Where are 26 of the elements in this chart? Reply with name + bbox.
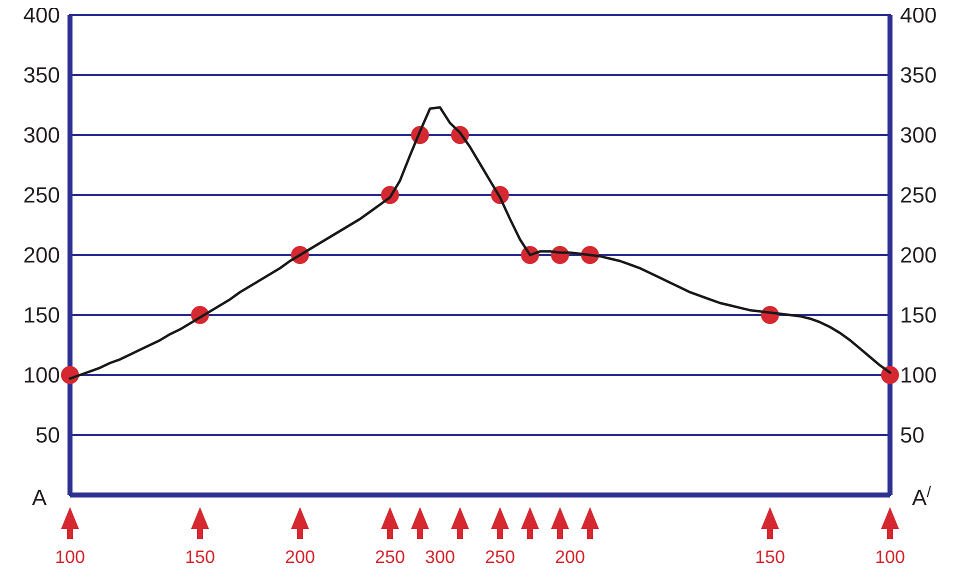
- y-tick-label: 350: [23, 62, 60, 88]
- x-tick-label: 100: [54, 547, 86, 567]
- y2-tick-label: 200: [900, 242, 937, 268]
- text: A: [32, 485, 47, 510]
- y2-tick-label: 300: [900, 122, 937, 148]
- y2-tick-label: 50: [900, 422, 924, 448]
- y-tick-label: 200: [23, 242, 60, 268]
- y-tick-label: 300: [23, 122, 60, 148]
- x-tick-label: 150: [754, 547, 786, 567]
- y2-tick-label: 350: [900, 62, 937, 88]
- y-tick-label: 250: [23, 182, 60, 208]
- x-tick-label: 200: [284, 547, 316, 567]
- y2-tick-label: 250: [900, 182, 937, 208]
- x-tick-label: 300: [424, 547, 456, 567]
- y-tick-label: 100: [23, 362, 60, 388]
- y-tick-label: 150: [23, 302, 60, 328]
- x-tick-label: 150: [184, 547, 216, 567]
- y2-tick-label: 100: [900, 362, 937, 388]
- point: [881, 366, 899, 384]
- x-tick-label: 200: [554, 547, 586, 567]
- text: A$^{/}$: [912, 484, 932, 510]
- x-tick-label: 250: [374, 547, 406, 567]
- x-tick-label: 250: [484, 547, 516, 567]
- y-tick-label: 50: [36, 422, 60, 448]
- y2-tick-label: 150: [900, 302, 937, 328]
- x-tick-label: 100: [874, 547, 906, 567]
